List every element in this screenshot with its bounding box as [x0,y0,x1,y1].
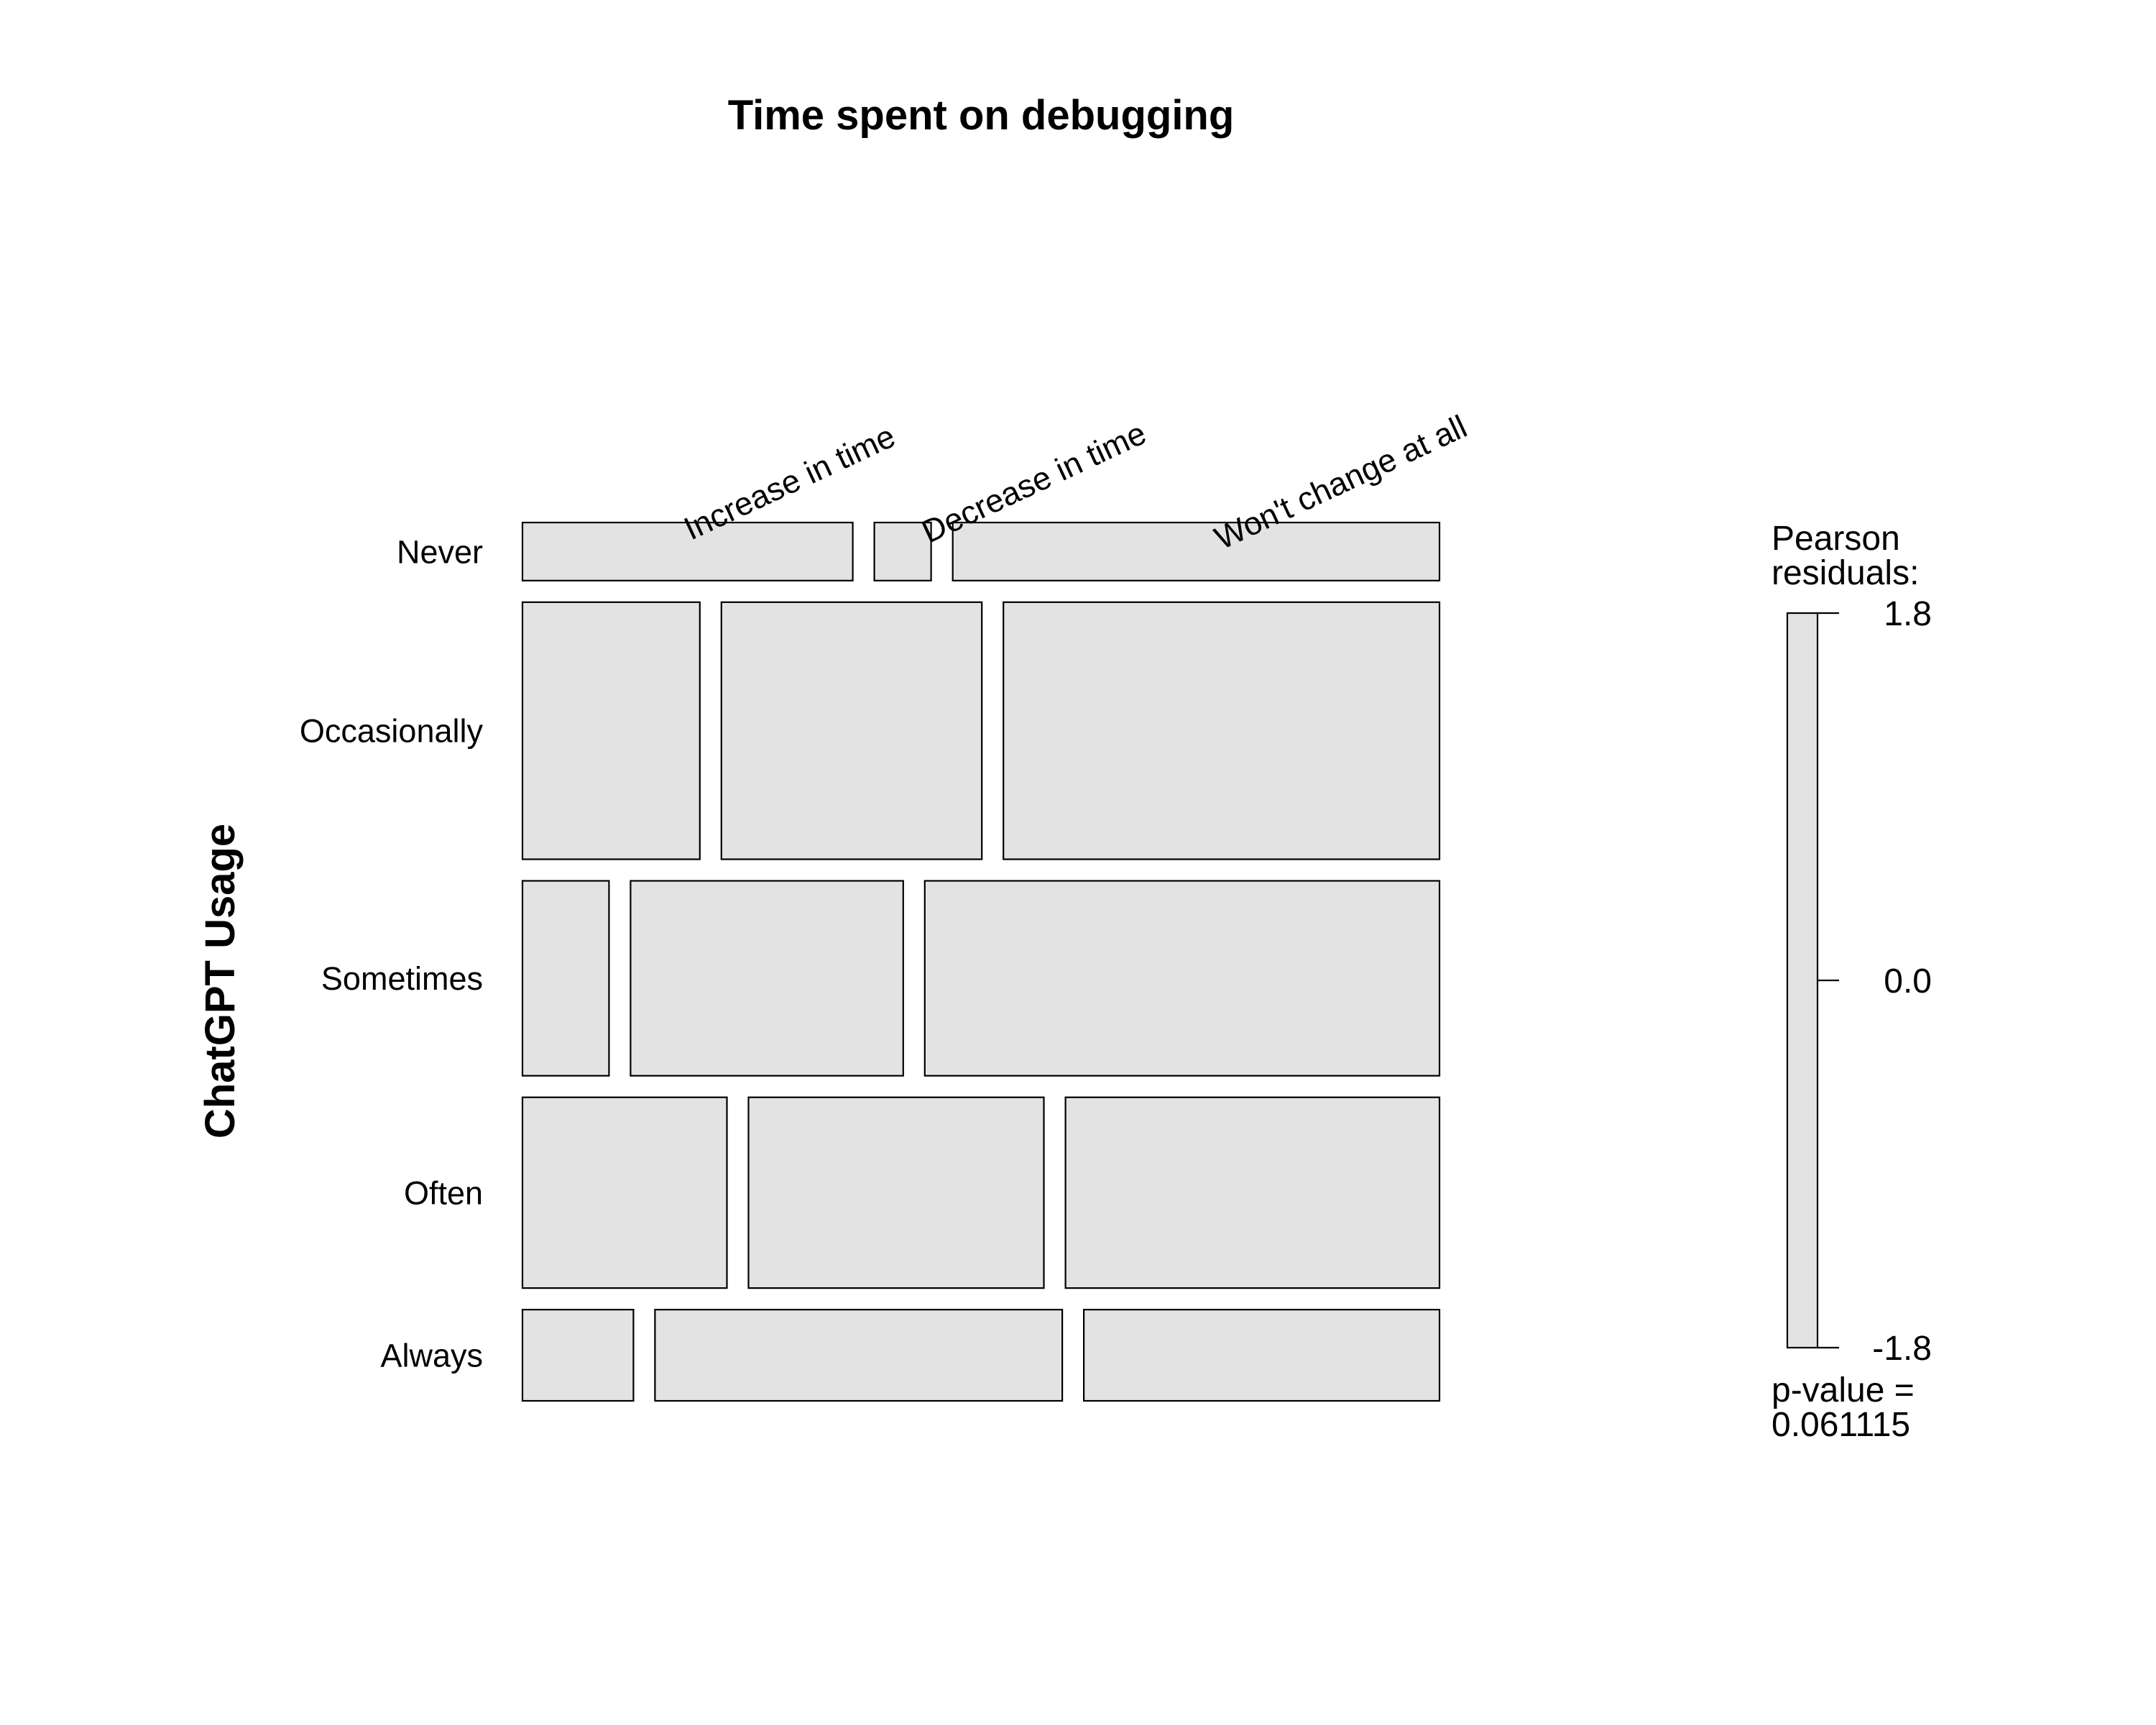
chart-title: Time spent on debugging [728,92,1235,139]
tile-never-won-t-change-at-all [952,521,1441,581]
tile-often-increase-in-time [521,1096,728,1289]
p-value-text: p-value = [1772,1371,1915,1409]
tile-occasionally-increase-in-time [521,601,701,860]
tile-always-increase-in-time [521,1308,635,1402]
tile-often-decrease-in-time [747,1096,1045,1289]
row-labels: Never Occasionally Sometimes Often Always [300,533,484,1374]
legend-tick-label: 1.8 [1884,595,1932,633]
legend-tick-label: 0.0 [1884,962,1932,1000]
tile-never-decrease-in-time [873,521,932,581]
tile-occasionally-won-t-change-at-all [1003,601,1441,860]
y-axis-title: ChatGPT Usage [197,824,244,1138]
p-value-text: 0.061115 [1772,1406,1910,1444]
tile-always-decrease-in-time [654,1308,1064,1402]
tile-sometimes-won-t-change-at-all [923,880,1441,1077]
legend-tick-label: -1.8 [1872,1330,1932,1368]
row-label-never: Never [397,533,483,570]
tile-never-increase-in-time [521,521,854,581]
legend-title-line: residuals: [1772,554,1919,592]
tile-always-won-t-change-at-all [1082,1308,1441,1402]
tile-often-won-t-change-at-all [1064,1096,1441,1289]
legend-title-line: Pearson [1772,520,1900,558]
legend-color-bar [1786,612,1819,1349]
row-label-occasionally: Occasionally [300,713,484,750]
row-label-always: Always [380,1338,483,1374]
row-label-sometimes: Sometimes [321,960,483,997]
row-label-often: Often [404,1174,483,1211]
tile-occasionally-decrease-in-time [720,601,983,860]
mosaic-tiles [521,521,1441,1402]
tile-sometimes-decrease-in-time [630,880,904,1077]
tile-sometimes-increase-in-time [521,880,610,1077]
